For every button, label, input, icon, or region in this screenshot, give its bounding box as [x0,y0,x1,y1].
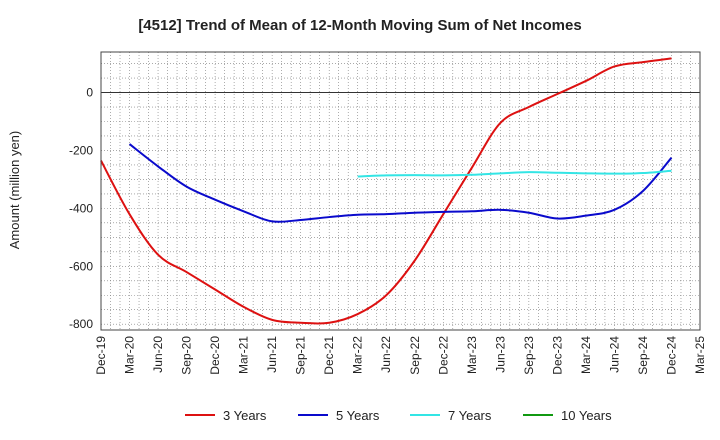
series-line-7-years [357,169,672,178]
legend: 3 Years 5 Years 7 Years 10 Years [185,408,612,423]
legend-item: 10 Years [523,408,612,423]
x-tick-label: Dec-20 [208,336,222,375]
x-tick-label: Dec-22 [436,336,450,375]
chart-title: [4512] Trend of Mean of 12-Month Moving … [138,17,581,34]
x-tick-label: Dec-24 [664,336,678,375]
series-line-5-years [128,143,673,223]
legend-label: 3 Years [223,408,267,423]
legend-label: 5 Years [336,408,380,423]
x-tick-label: Jun-24 [607,336,621,373]
x-tick-label: Mar-21 [237,336,251,374]
y-tick-label: -200 [69,143,93,157]
x-tick-label: Mar-24 [579,336,593,374]
x-tick-label: Jun-20 [151,336,165,373]
y-tick-label: -600 [69,259,93,273]
y-tick-label: -400 [69,201,93,215]
x-tick-label: Mar-22 [351,336,365,374]
series-lines [100,57,673,325]
series-line-3-years [100,57,672,325]
legend-label: 10 Years [561,408,612,423]
x-tick-label: Sep-22 [408,336,422,375]
x-tick-label: Sep-23 [522,336,536,375]
x-tick-label: Dec-23 [550,336,564,375]
x-tick-label: Dec-21 [322,336,336,375]
x-tick-label: Jun-23 [493,336,507,373]
x-tick-label: Sep-24 [636,336,650,375]
x-tick-label: Sep-20 [180,336,194,375]
grid [100,52,701,330]
y-tick-label: 0 [86,86,93,100]
x-tick-label: Jun-21 [265,336,279,373]
y-axis-label: Amount (million yen) [7,131,22,250]
x-tick-label: Jun-22 [379,336,393,373]
x-tick-label: Mar-20 [123,336,137,374]
plot-area [100,51,701,331]
y-tick-label: -800 [69,317,93,331]
x-tick-label: Mar-25 [693,336,707,374]
x-tick-label: Dec-19 [94,336,108,375]
x-tick-label: Sep-21 [294,336,308,375]
legend-item: 5 Years [298,408,380,423]
legend-item: 3 Years [185,408,267,423]
legend-item: 7 Years [410,408,492,423]
legend-label: 7 Years [448,408,492,423]
x-tick-label: Mar-23 [465,336,479,374]
